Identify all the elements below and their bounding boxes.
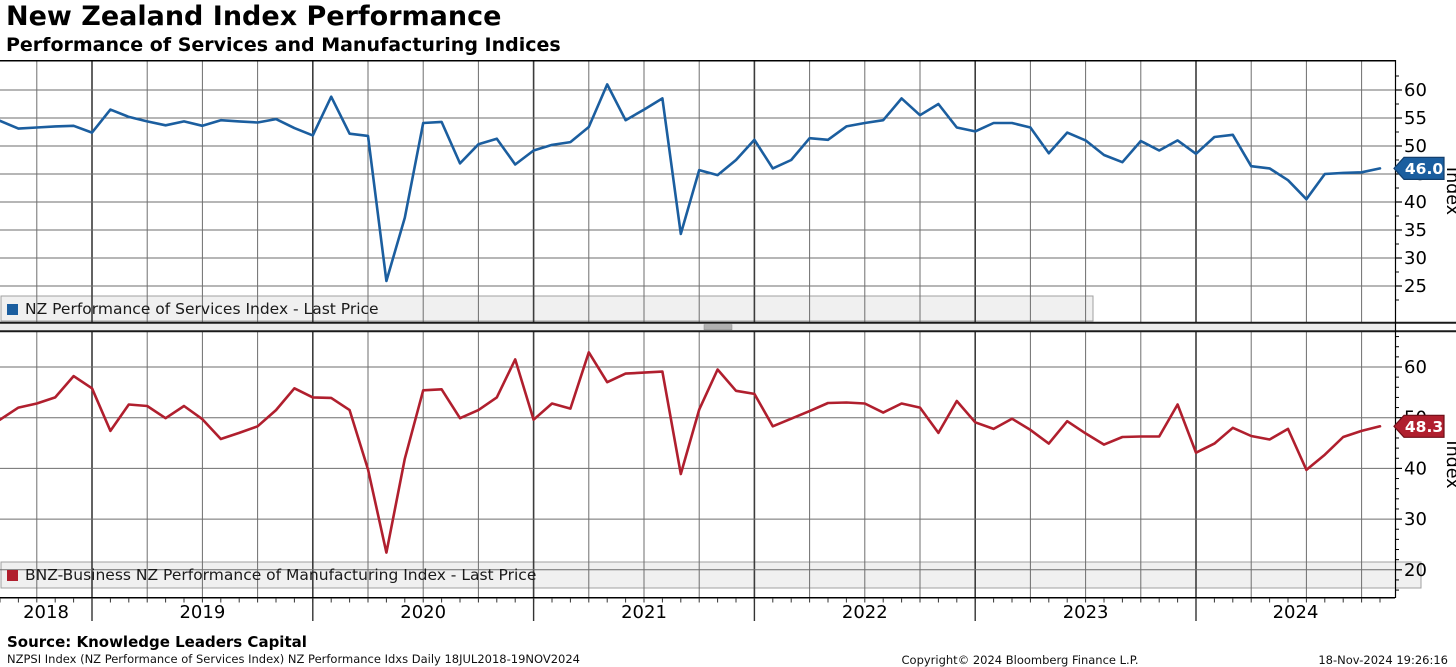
last-price-badge-label: 46.0 [1405, 160, 1443, 178]
y-tick-label: 55 [1404, 108, 1427, 129]
y-tick-label: 40 [1404, 458, 1427, 479]
last-price-badge-label: 48.3 [1405, 418, 1443, 436]
x-year-label: 2021 [621, 602, 667, 623]
legend-manufacturing[interactable]: BNZ-Business NZ Performance of Manufactu… [7, 563, 536, 587]
y-tick-label: 30 [1404, 248, 1427, 269]
ticker-meta-label: NZPSI Index (NZ Performance of Services … [7, 652, 580, 666]
x-year-label: 2024 [1273, 602, 1319, 623]
last-price-badge-manufacturing [1393, 414, 1445, 438]
legend-strip [0, 295, 1094, 322]
page-title: New Zealand Index Performance [6, 1, 502, 32]
services-line [0, 83, 1382, 283]
last-price-badge-services [1393, 156, 1445, 180]
copyright-label: Copyright© 2024 Bloomberg Finance L.P. [901, 653, 1139, 667]
legend-services-label: NZ Performance of Services Index - Last … [25, 300, 379, 318]
source-label: Source: Knowledge Leaders Capital [7, 633, 307, 651]
y-tick-label: 60 [1404, 357, 1427, 378]
y-tick-label: 40 [1404, 192, 1427, 213]
manufacturing-line [0, 350, 1382, 554]
x-year-label: 2019 [179, 602, 225, 623]
manufacturing-legend-swatch-icon [7, 569, 18, 581]
legend-services[interactable]: NZ Performance of Services Index - Last … [7, 297, 379, 321]
x-year-label: 2022 [842, 602, 888, 623]
x-year-label: 2020 [400, 602, 446, 623]
y-axis-title: Index [1442, 167, 1456, 215]
page-subtitle: Performance of Services and Manufacturin… [6, 34, 561, 56]
legend-manufacturing-label: BNZ-Business NZ Performance of Manufactu… [25, 566, 537, 584]
x-year-label: 2018 [23, 602, 69, 623]
separator-drag-handle[interactable] [703, 324, 733, 331]
y-tick-label: 25 [1404, 276, 1427, 297]
panel-separator [0, 323, 1395, 331]
y-tick-label: 50 [1404, 136, 1427, 157]
x-year-label: 2023 [1063, 602, 1109, 623]
timestamp-label: 18-Nov-2024 19:26:16 [1318, 653, 1448, 667]
y-axis-title: Index [1442, 440, 1456, 488]
legend-strip [0, 561, 1422, 589]
y-tick-label: 35 [1404, 220, 1427, 241]
y-tick-label: 60 [1404, 80, 1427, 101]
y-tick-label: 20 [1404, 560, 1427, 581]
y-tick-label: 30 [1404, 509, 1427, 530]
services-legend-swatch-icon [7, 303, 18, 315]
